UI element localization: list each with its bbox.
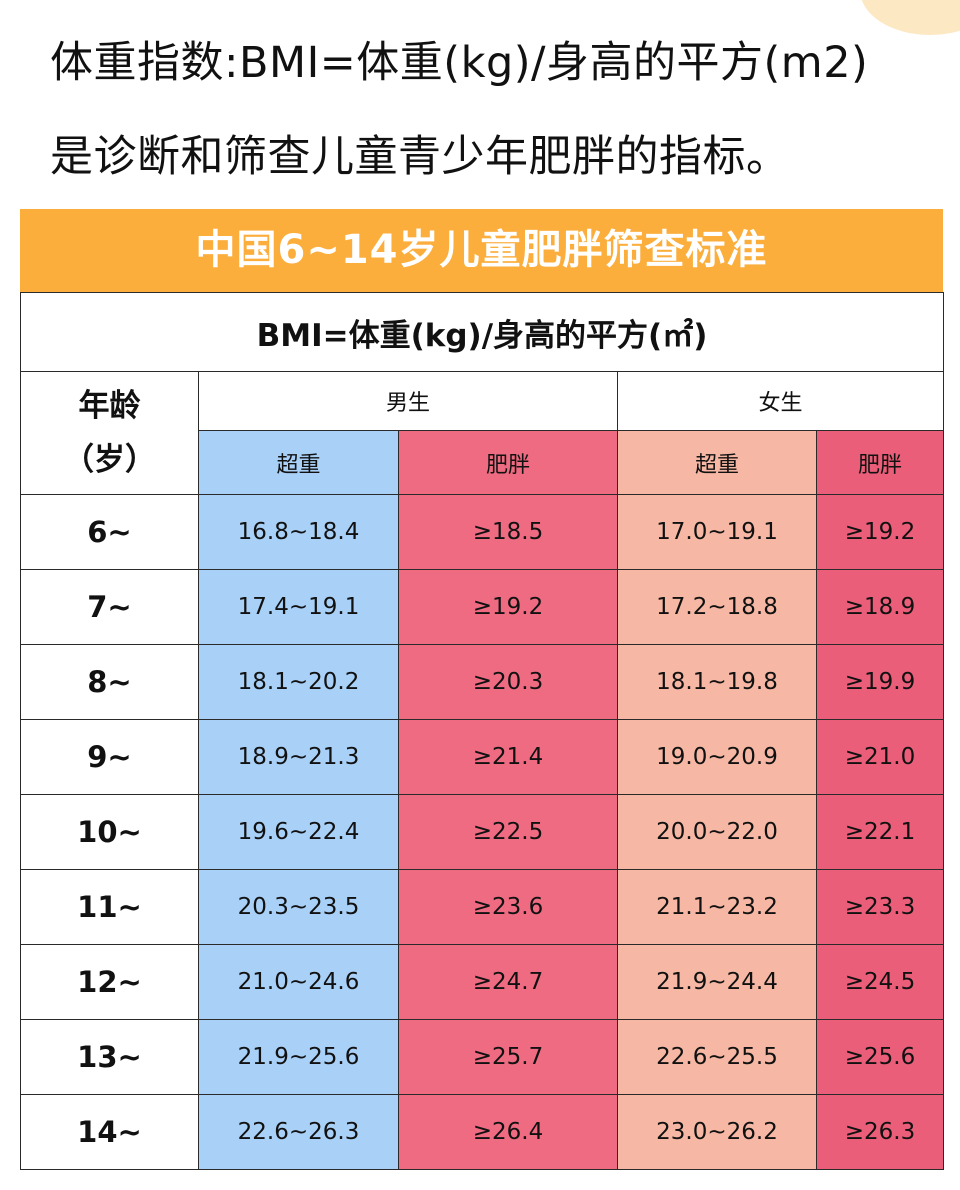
boys-header: 男生 — [198, 371, 618, 431]
boys-overweight-cell: 21.0~24.6 — [198, 944, 399, 1020]
age-cell: 8~ — [20, 644, 199, 720]
bmi-standard-table: 中国6~14岁儿童肥胖筛查标准 BMI=体重(kg)/身高的平方(㎡) 年龄 （… — [20, 209, 944, 1170]
boys-obese-cell: ≥25.7 — [398, 1019, 618, 1095]
boys-obese-header: 肥胖 — [398, 430, 618, 495]
boys-obese-cell: ≥19.2 — [398, 569, 618, 645]
girls-obese-cell: ≥24.5 — [816, 944, 944, 1020]
boys-overweight-header: 超重 — [198, 430, 399, 495]
girls-obese-cell: ≥26.3 — [816, 1094, 944, 1170]
girls-obese-cell: ≥22.1 — [816, 794, 944, 870]
boys-obese-cell: ≥22.5 — [398, 794, 618, 870]
bmi-table: BMI=体重(kg)/身高的平方(㎡) 年龄 （岁） 男生 女生 超重 肥胖 超… — [20, 292, 944, 1170]
age-cell: 12~ — [20, 944, 199, 1020]
girls-obese-cell: ≥19.9 — [816, 644, 944, 720]
boys-overweight-cell: 22.6~26.3 — [198, 1094, 399, 1170]
age-header-unit: （岁） — [63, 442, 156, 478]
table-row: 9~ 18.9~21.3 ≥21.4 19.0~20.9 ≥21.0 — [20, 719, 944, 795]
boys-overweight-cell: 20.3~23.5 — [198, 869, 399, 945]
corner-decoration — [860, 0, 960, 35]
table-row: 10~ 19.6~22.4 ≥22.5 20.0~22.0 ≥22.1 — [20, 794, 944, 870]
girls-obese-header: 肥胖 — [816, 430, 944, 495]
girls-obese-cell: ≥23.3 — [816, 869, 944, 945]
girls-overweight-cell: 19.0~20.9 — [617, 719, 817, 795]
table-banner-title: 中国6~14岁儿童肥胖筛查标准 — [20, 209, 943, 292]
table-row: 7~ 17.4~19.1 ≥19.2 17.2~18.8 ≥18.9 — [20, 569, 944, 645]
girls-overweight-header: 超重 — [617, 430, 817, 495]
boys-overweight-cell: 18.1~20.2 — [198, 644, 399, 720]
age-header: 年龄 （岁） — [20, 371, 199, 495]
girls-overweight-cell: 21.1~23.2 — [617, 869, 817, 945]
table-row: 13~ 21.9~25.6 ≥25.7 22.6~25.5 ≥25.6 — [20, 1019, 944, 1095]
age-cell: 10~ — [20, 794, 199, 870]
boys-overweight-cell: 21.9~25.6 — [198, 1019, 399, 1095]
age-cell: 14~ — [20, 1094, 199, 1170]
girls-overweight-cell: 20.0~22.0 — [617, 794, 817, 870]
boys-obese-cell: ≥26.4 — [398, 1094, 618, 1170]
girls-overweight-cell: 18.1~19.8 — [617, 644, 817, 720]
age-cell: 7~ — [20, 569, 199, 645]
boys-overweight-cell: 17.4~19.1 — [198, 569, 399, 645]
boys-overweight-cell: 19.6~22.4 — [198, 794, 399, 870]
girls-overweight-cell: 17.0~19.1 — [617, 494, 817, 570]
girls-overweight-cell: 22.6~25.5 — [617, 1019, 817, 1095]
age-cell: 11~ — [20, 869, 199, 945]
boys-obese-cell: ≥23.6 — [398, 869, 618, 945]
table-row: 14~ 22.6~26.3 ≥26.4 23.0~26.2 ≥26.3 — [20, 1094, 944, 1170]
table-row: 11~ 20.3~23.5 ≥23.6 21.1~23.2 ≥23.3 — [20, 869, 944, 945]
girls-obese-cell: ≥18.9 — [816, 569, 944, 645]
age-cell: 13~ — [20, 1019, 199, 1095]
boys-obese-cell: ≥20.3 — [398, 644, 618, 720]
table-row: 6~ 16.8~18.4 ≥18.5 17.0~19.1 ≥19.2 — [20, 494, 944, 570]
boys-overweight-cell: 18.9~21.3 — [198, 719, 399, 795]
girls-obese-cell: ≥21.0 — [816, 719, 944, 795]
girls-overweight-cell: 17.2~18.8 — [617, 569, 817, 645]
girls-obese-cell: ≥19.2 — [816, 494, 944, 570]
girls-header: 女生 — [617, 371, 944, 431]
girls-obese-cell: ≥25.6 — [816, 1019, 944, 1095]
boys-obese-cell: ≥24.7 — [398, 944, 618, 1020]
boys-obese-cell: ≥21.4 — [398, 719, 618, 795]
age-cell: 6~ — [20, 494, 199, 570]
boys-overweight-cell: 16.8~18.4 — [198, 494, 399, 570]
table-row: 8~ 18.1~20.2 ≥20.3 18.1~19.8 ≥19.9 — [20, 644, 944, 720]
age-cell: 9~ — [20, 719, 199, 795]
intro-line-2: 是诊断和筛查儿童青少年肥胖的指标。 — [50, 132, 790, 182]
bmi-formula: BMI=体重(kg)/身高的平方(㎡) — [20, 292, 944, 372]
girls-overweight-cell: 23.0~26.2 — [617, 1094, 817, 1170]
table-row: 12~ 21.0~24.6 ≥24.7 21.9~24.4 ≥24.5 — [20, 944, 944, 1020]
girls-overweight-cell: 21.9~24.4 — [617, 944, 817, 1020]
intro-line-1: 体重指数:BMI=体重(kg)/身高的平方(m2) — [50, 38, 869, 88]
boys-obese-cell: ≥18.5 — [398, 494, 618, 570]
age-header-label: 年龄 — [78, 388, 141, 424]
